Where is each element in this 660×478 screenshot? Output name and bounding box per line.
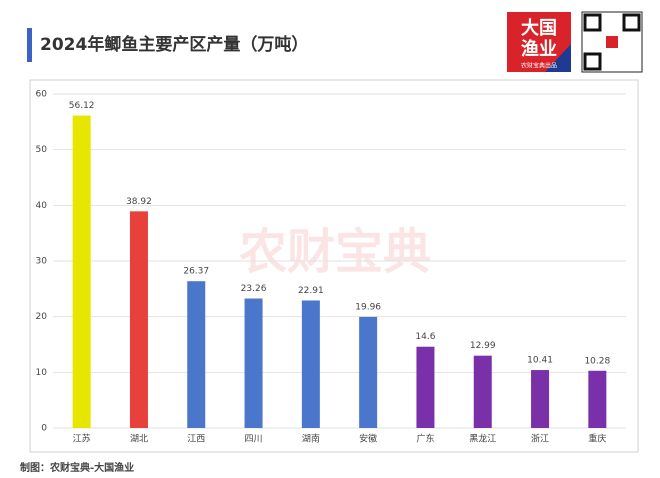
logo-line1: 大国	[521, 17, 557, 39]
x-tick-label: 黑龙江	[469, 433, 496, 445]
y-tick-label: 30	[36, 257, 48, 267]
data-label: 14.6	[415, 332, 435, 342]
data-label: 56.12	[69, 101, 95, 111]
chart-title: 2024年鲫鱼主要产区产量（万吨）	[40, 34, 308, 55]
data-label: 10.28	[584, 356, 610, 366]
qr-finder	[622, 13, 641, 32]
bar	[244, 298, 263, 428]
bar	[72, 115, 91, 428]
y-tick-label: 50	[36, 145, 48, 155]
title-accent	[27, 28, 32, 62]
bar	[473, 355, 492, 428]
bar	[301, 300, 320, 428]
qr-code	[581, 11, 643, 73]
bar	[531, 370, 550, 428]
x-tick-label: 湖南	[302, 433, 320, 445]
qr-finder	[583, 52, 602, 71]
x-tick-label: 重庆	[588, 433, 606, 445]
x-tick-label: 江苏	[73, 433, 91, 445]
footer: 制图：农财宝典-大国渔业	[20, 461, 134, 474]
data-label: 38.92	[126, 197, 152, 207]
qr-finder	[583, 13, 602, 32]
data-label: 19.96	[355, 302, 381, 312]
bar	[129, 211, 148, 428]
logo-line2: 渔业	[521, 38, 557, 60]
data-label: 10.41	[527, 356, 553, 366]
y-tick-label: 40	[36, 201, 48, 211]
y-tick-label: 0	[41, 424, 47, 434]
x-tick-label: 四川	[245, 435, 263, 445]
y-tick-label: 10	[36, 368, 48, 378]
logo: 大国 渔业 农财宝典出品	[507, 12, 571, 72]
y-tick-label: 60	[36, 90, 48, 100]
x-tick-label: 湖北	[130, 434, 148, 445]
logo-corner	[545, 44, 571, 72]
bar	[187, 281, 206, 428]
data-label: 23.26	[241, 284, 267, 294]
y-tick-label: 20	[36, 312, 48, 322]
qr-center	[606, 36, 618, 48]
data-label: 22.91	[298, 286, 324, 296]
logo-caption: 农财宝典出品	[521, 62, 557, 70]
data-label: 12.99	[470, 341, 496, 351]
bar	[416, 346, 435, 428]
bar	[359, 316, 378, 428]
data-label: 26.37	[183, 267, 209, 277]
x-tick-label: 广东	[416, 433, 434, 445]
x-tick-label: 安徽	[359, 433, 377, 445]
bar	[588, 370, 607, 428]
x-tick-label: 江西	[187, 434, 205, 445]
plot-frame	[29, 79, 639, 453]
watermark: 农财宝典	[239, 224, 431, 280]
x-tick-label: 浙江	[531, 433, 549, 445]
